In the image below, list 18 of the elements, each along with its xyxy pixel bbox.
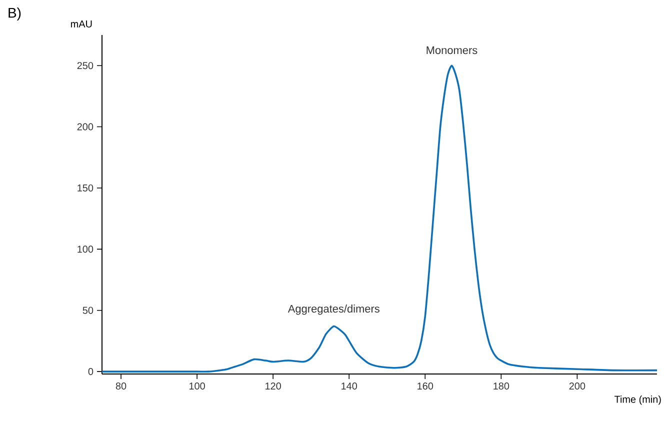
- y-tick-label: 50: [82, 306, 94, 314]
- x-tick-label: 200: [569, 382, 586, 390]
- x-tick-label: 160: [418, 382, 434, 390]
- x-tick-label: 100: [189, 382, 205, 390]
- y-tick-label: 250: [77, 62, 94, 70]
- x-tick-label: 80: [116, 382, 126, 390]
- x-axis-title: Time (min): [614, 396, 661, 405]
- annotation: Aggregates/dimers: [288, 304, 380, 315]
- chart-title: B): [8, 8, 21, 21]
- x-tick-label: 120: [266, 382, 281, 390]
- y-tick-label: 100: [78, 246, 94, 253]
- y-tick-label: 200: [77, 123, 94, 130]
- y-tick-label: 0: [88, 368, 94, 376]
- x-tick-label: 140: [342, 382, 358, 390]
- y-axis-title: mAU: [71, 20, 92, 28]
- annotation: Monomers: [426, 46, 478, 54]
- x-tick-label: 180: [494, 382, 510, 390]
- y-tick-label: 150: [78, 184, 94, 192]
